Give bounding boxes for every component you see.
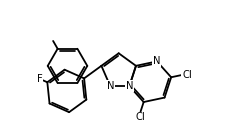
- Text: N: N: [153, 56, 161, 66]
- Text: Cl: Cl: [182, 70, 192, 80]
- Text: Cl: Cl: [136, 112, 145, 122]
- Text: F: F: [37, 74, 42, 84]
- Text: N: N: [106, 81, 114, 91]
- Text: N: N: [126, 81, 133, 91]
